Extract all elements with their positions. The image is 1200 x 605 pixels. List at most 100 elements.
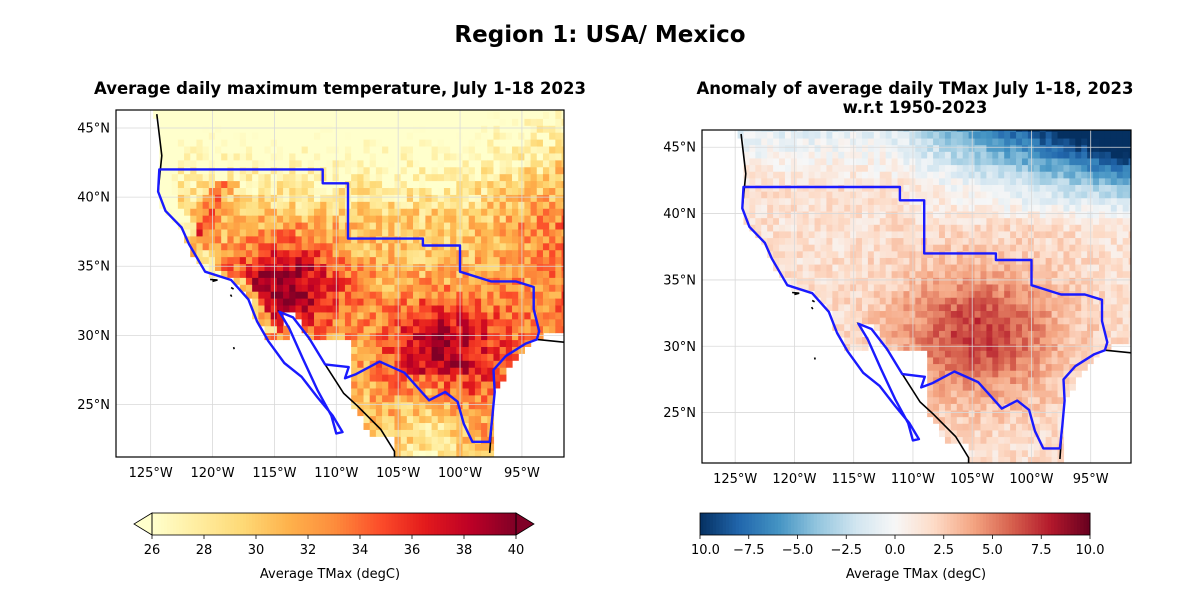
field-cell bbox=[437, 360, 445, 368]
field-cell bbox=[406, 318, 414, 327]
field-cell bbox=[400, 111, 408, 119]
field-cell bbox=[755, 191, 762, 199]
field-cell bbox=[307, 132, 315, 140]
field-cell bbox=[388, 394, 396, 403]
field-cell bbox=[320, 242, 327, 251]
field-cell bbox=[861, 177, 869, 185]
field-cell bbox=[468, 311, 476, 320]
field-cell bbox=[921, 131, 928, 139]
field-cell bbox=[1033, 130, 1041, 132]
field-cell bbox=[171, 145, 179, 154]
field-cell bbox=[1045, 257, 1053, 265]
field-cell bbox=[221, 180, 228, 189]
field-cell bbox=[856, 197, 863, 205]
field-cell bbox=[320, 270, 327, 278]
field-cell bbox=[998, 350, 1005, 358]
field-cell bbox=[885, 230, 893, 239]
field-cell bbox=[998, 250, 1005, 258]
field-cell bbox=[301, 318, 309, 327]
field-cell bbox=[974, 423, 982, 431]
field-cell bbox=[351, 387, 358, 396]
field-cell bbox=[838, 303, 845, 312]
field-cell bbox=[425, 145, 433, 154]
field-cell bbox=[873, 244, 881, 252]
field-cell bbox=[437, 443, 445, 451]
field-cell bbox=[1021, 244, 1029, 252]
field-cell bbox=[307, 277, 315, 285]
field-cell bbox=[363, 228, 371, 237]
field-cell bbox=[233, 228, 241, 237]
field-cell bbox=[1069, 250, 1076, 258]
field-cell bbox=[443, 159, 451, 168]
field-cell bbox=[542, 277, 550, 285]
field-cell bbox=[233, 111, 241, 119]
field-cell bbox=[431, 159, 439, 168]
field-cell bbox=[879, 210, 887, 219]
field-cell bbox=[413, 429, 420, 437]
field-cell bbox=[406, 360, 414, 368]
field-cell bbox=[1128, 336, 1131, 345]
colorbar-segment bbox=[249, 513, 253, 535]
field-cell bbox=[1075, 310, 1082, 318]
field-cell bbox=[1081, 157, 1088, 166]
field-cell bbox=[933, 191, 940, 199]
field-cell bbox=[425, 180, 433, 189]
field-cell bbox=[962, 244, 970, 252]
field-cell bbox=[784, 257, 792, 265]
field-cell bbox=[375, 304, 383, 313]
field-cell bbox=[927, 130, 934, 132]
field-cell bbox=[419, 450, 426, 457]
field-cell bbox=[1004, 270, 1011, 278]
field-cell bbox=[873, 164, 881, 172]
field-cell bbox=[468, 125, 476, 133]
field-cell bbox=[755, 177, 762, 185]
field-cell bbox=[481, 450, 488, 457]
field-cell bbox=[431, 318, 439, 327]
field-cell bbox=[431, 325, 439, 334]
field-cell bbox=[561, 215, 564, 223]
field-cell bbox=[944, 191, 952, 199]
field-cell bbox=[974, 363, 982, 371]
field-cell bbox=[1004, 429, 1011, 438]
field-cell bbox=[382, 118, 389, 126]
field-cell bbox=[474, 180, 482, 189]
field-cell bbox=[326, 270, 334, 278]
field-cell bbox=[944, 230, 952, 239]
field-cell bbox=[542, 166, 550, 175]
field-cell bbox=[159, 159, 167, 168]
field-cell bbox=[419, 132, 426, 140]
field-cell bbox=[784, 217, 792, 225]
field-cell bbox=[221, 110, 228, 112]
field-cell bbox=[351, 110, 358, 112]
field-cell bbox=[891, 151, 899, 159]
field-cell bbox=[1063, 383, 1070, 391]
field-cell bbox=[891, 283, 899, 292]
field-cell bbox=[1010, 237, 1017, 245]
field-cell bbox=[530, 235, 538, 244]
field-cell bbox=[487, 325, 495, 334]
field-cell bbox=[767, 144, 774, 152]
field-cell bbox=[844, 191, 851, 199]
field-cell bbox=[252, 249, 259, 258]
field-cell bbox=[779, 157, 786, 166]
field-cell bbox=[375, 228, 383, 237]
field-cell bbox=[524, 132, 532, 140]
field-cell bbox=[326, 228, 334, 237]
field-cell bbox=[499, 304, 507, 313]
field-cell bbox=[873, 270, 881, 278]
field-cell bbox=[283, 325, 290, 334]
field-cell bbox=[320, 152, 327, 161]
field-cell bbox=[1051, 204, 1059, 212]
field-cell bbox=[826, 131, 833, 139]
field-cell bbox=[258, 125, 266, 133]
field-cell bbox=[351, 318, 358, 327]
field-cell bbox=[1010, 197, 1017, 205]
field-cell bbox=[215, 249, 222, 258]
field-cell bbox=[1099, 264, 1106, 272]
field-cell bbox=[462, 132, 470, 140]
field-cell bbox=[505, 215, 513, 223]
field-cell bbox=[289, 201, 297, 209]
field-cell bbox=[980, 224, 988, 232]
field-cell bbox=[1039, 197, 1047, 205]
field-cell bbox=[437, 159, 445, 168]
